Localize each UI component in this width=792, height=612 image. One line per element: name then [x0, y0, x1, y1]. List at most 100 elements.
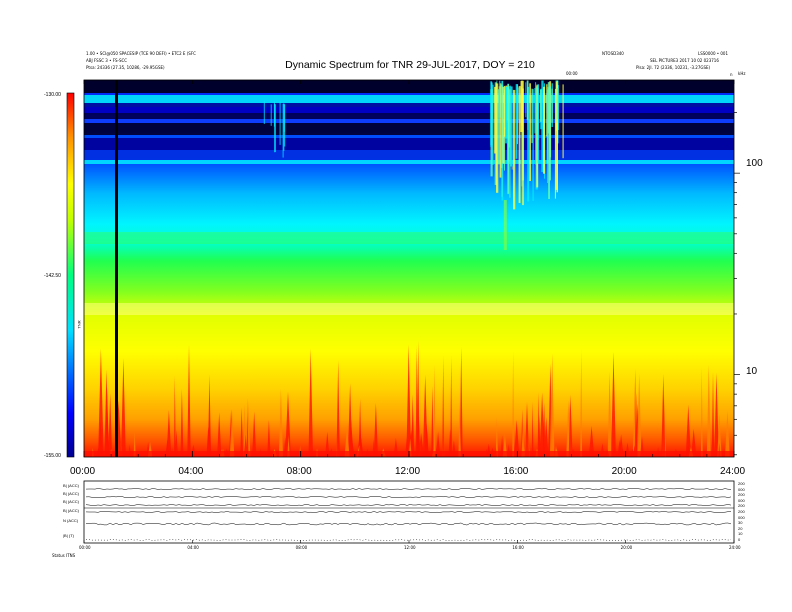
spectrum-band-layer	[84, 80, 734, 315]
burst-streak	[502, 86, 505, 164]
low-frequency-spike	[121, 358, 126, 457]
low-frequency-spike	[714, 372, 719, 457]
low-frequency-spike	[637, 373, 642, 457]
x-tick-label: 04:00	[178, 466, 204, 477]
lower-right-tick-label: 000	[738, 497, 745, 503]
low-frequency-spike	[706, 364, 711, 457]
low-frequency-spike	[246, 413, 249, 457]
low-frequency-spike	[174, 430, 178, 457]
burst-streak	[532, 89, 534, 201]
burst-streak	[555, 81, 557, 131]
lower-panel-traces	[85, 488, 732, 541]
spectrum-stripe	[84, 135, 734, 138]
lower-panel-trace	[85, 496, 732, 498]
time-marker-line	[115, 80, 118, 457]
burst-streak	[537, 84, 539, 164]
low-frequency-spike	[133, 429, 136, 457]
header-right-line4: Plsa: 2JI. 72 (2336, 10231, -3.27GSE)	[636, 65, 711, 70]
colorbar-tick-mid: -142.50	[44, 273, 61, 279]
spectrum-stripe	[84, 113, 734, 119]
lower-panel-footer: Status ITNS	[52, 553, 76, 558]
header-left-line1: 1.00 • SCI@050 SPACESIP (TCE 90 DEFI) • …	[86, 51, 196, 56]
colorbar-tick-bottom: -155.00	[44, 453, 61, 459]
low-frequency-spike	[108, 393, 113, 457]
header-right-line5: n	[730, 72, 733, 77]
lower-right-tick-label: 200	[738, 492, 745, 498]
lower-panel-trace	[85, 522, 732, 526]
spectrum-stripe	[84, 232, 734, 244]
low-frequency-spike	[537, 392, 540, 457]
burst-streak	[551, 88, 553, 123]
low-frequency-spike	[661, 374, 666, 457]
y-axis-unit: kHz	[738, 71, 746, 76]
lower-row-label-3: B| (ACC)	[63, 499, 79, 504]
lower-row-label-1: B| (ACC)	[63, 483, 79, 488]
lower-row-label-6: |B| (T)	[63, 533, 74, 538]
low-frequency-spike	[217, 412, 222, 457]
low-frequency-spike	[717, 413, 722, 457]
burst-streak	[513, 89, 516, 210]
lower-right-tick-label: 20	[738, 525, 743, 531]
top-axis-mark: 00:00	[566, 71, 578, 76]
burst-streak	[555, 80, 558, 190]
burst-streak	[270, 104, 272, 126]
low-frequency-spike	[495, 416, 498, 457]
low-frequency-spike	[458, 402, 461, 457]
burst-streak	[516, 87, 519, 120]
y-axis	[734, 112, 740, 456]
low-frequency-spike	[285, 391, 291, 457]
chart-title: Dynamic Spectrum for TNR 29-JUL-2017, DO…	[285, 59, 535, 71]
low-frequency-spike	[607, 371, 612, 457]
header-left-line3: Ptsa: 24336 (27.35, 10286, -29.95GSE)	[86, 65, 165, 70]
spectrum-stripe	[84, 95, 734, 103]
x-tick-label: 20:00	[611, 466, 637, 477]
low-frequency-spike	[514, 419, 520, 457]
burst-streak	[263, 101, 265, 124]
lower-right-tick-label: 30	[738, 520, 743, 526]
lower-panel-x-axis	[83, 540, 735, 543]
burst-streak	[527, 86, 530, 202]
low-frequency-spike	[416, 341, 420, 457]
x-tick-label: 08:00	[286, 466, 312, 477]
lower-right-tick-label: 200	[738, 503, 745, 509]
low-frequency-spike	[539, 392, 545, 457]
low-frequency-spike	[166, 410, 172, 457]
x-axis	[83, 80, 735, 457]
low-frequency-spike	[174, 375, 176, 457]
burst-streak	[284, 104, 286, 147]
low-frequency-spike	[580, 349, 583, 457]
low-frequency-spike	[531, 401, 534, 457]
lower-right-tick-label: 200	[738, 481, 745, 486]
low-frequency-spike	[685, 404, 691, 457]
burst-streak	[494, 86, 497, 154]
low-frequency-spike	[431, 385, 434, 457]
burst-streak	[554, 88, 556, 199]
low-frequency-spike	[549, 353, 555, 457]
low-frequency-spike	[521, 424, 525, 457]
lower-right-tick-label: 000	[738, 486, 745, 492]
lower-right-tick-label: 200	[738, 509, 745, 514]
burst-streak	[509, 89, 511, 198]
burst-streak	[518, 86, 521, 203]
spectrum-stripe	[84, 80, 734, 93]
lower-row-label-2: B| (ACC)	[63, 491, 79, 496]
burst-streak	[283, 103, 285, 151]
low-frequency-spike	[459, 346, 463, 457]
low-frequency-spike	[568, 394, 573, 457]
spectrum-burst-layer	[263, 80, 564, 250]
spectrum-stripe	[84, 119, 734, 123]
low-frequency-spike	[336, 360, 340, 457]
y-tick-10: 10	[746, 366, 758, 377]
low-frequency-spike	[308, 348, 313, 457]
burst-streak	[504, 86, 506, 128]
burst-streak	[521, 86, 523, 187]
burst-streak	[515, 84, 518, 159]
burst-streak	[504, 85, 506, 137]
low-frequency-spike	[373, 402, 378, 457]
low-frequency-spike	[711, 371, 715, 457]
spectrum-stripe	[84, 123, 734, 135]
x-tick-label: 12:00	[395, 466, 421, 477]
lower-x-tick-label: 16:00	[512, 545, 524, 550]
lower-x-tick-label: 08:00	[295, 545, 308, 550]
low-frequency-spike	[406, 344, 411, 457]
